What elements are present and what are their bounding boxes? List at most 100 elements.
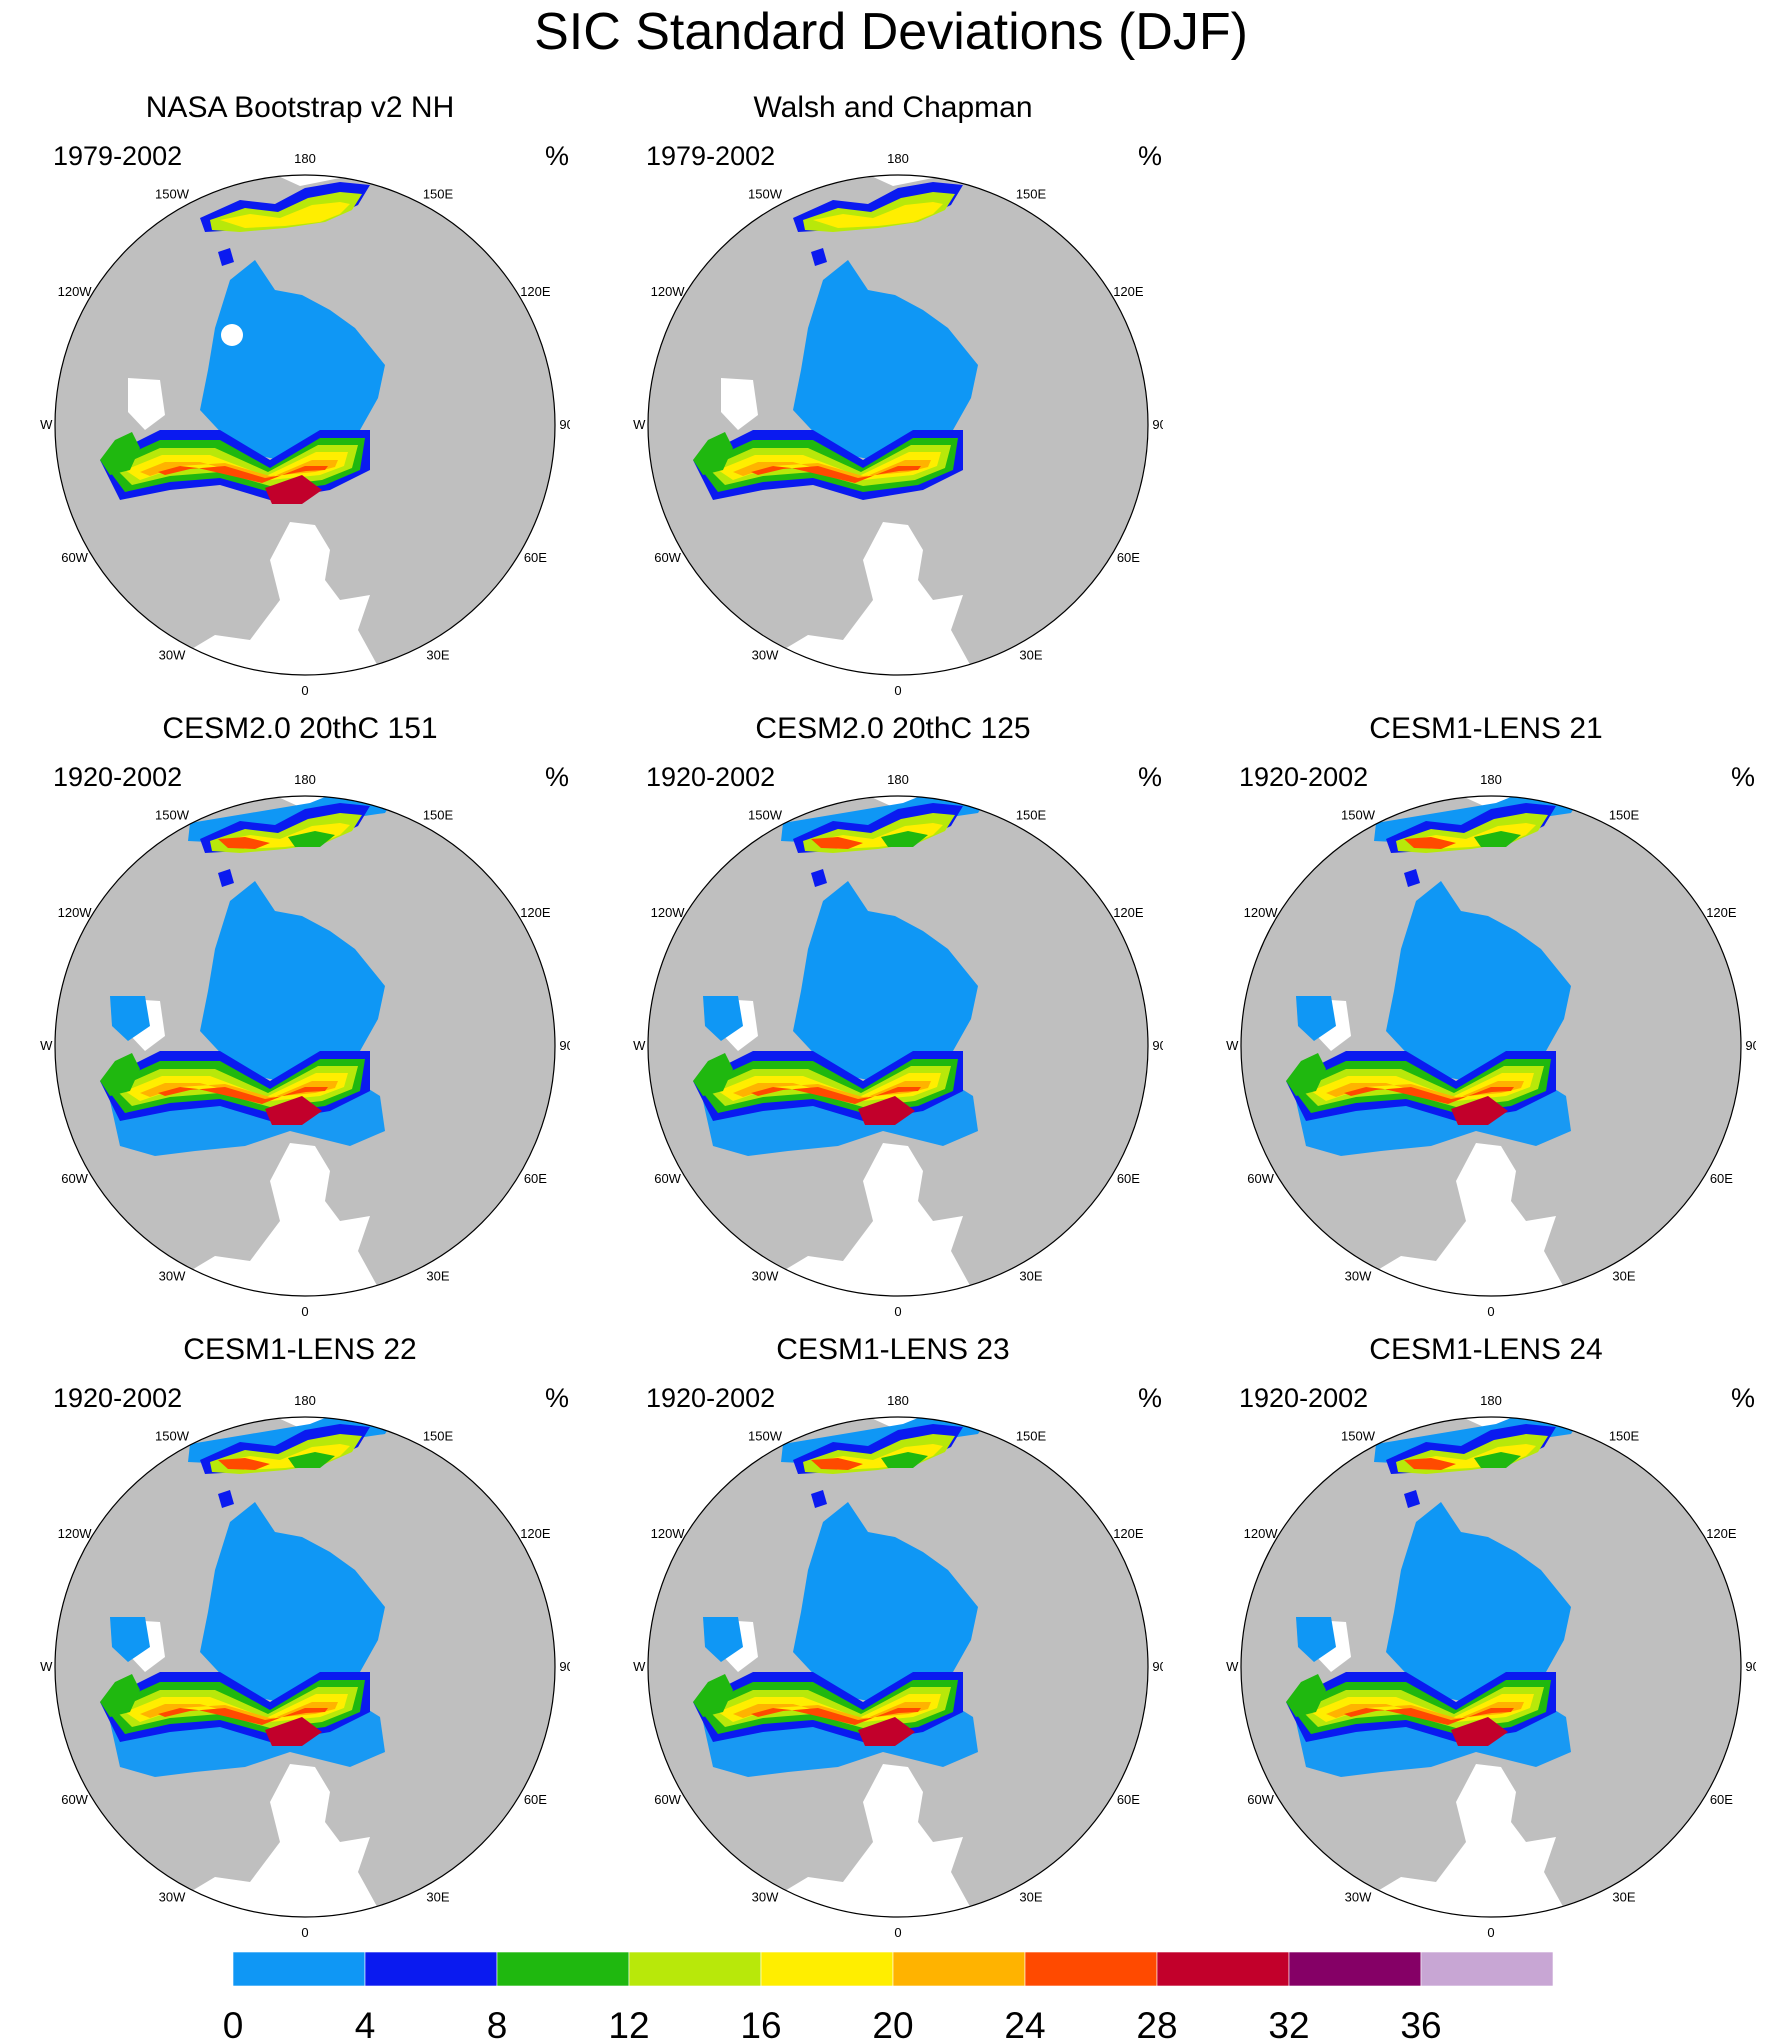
panel-title: CESM1-LENS 21 — [1369, 712, 1603, 745]
map-content — [648, 1417, 1148, 1917]
longitude-label: 30W — [159, 1268, 186, 1283]
ice-band-24_28 — [1344, 1708, 1514, 1725]
map-content — [55, 1417, 555, 1917]
ice-band-28-32 — [858, 1717, 915, 1746]
longitude-label: 30E — [1612, 1268, 1635, 1283]
polar-map: 180 150E 120E 90E 60E 30E 0 30W 60W 90W 120W 150W — [633, 772, 1163, 1319]
longitude-label: 120W — [58, 1526, 93, 1541]
panel-period: 1979-2002 — [646, 141, 776, 171]
bering-strait-ice — [1404, 1490, 1420, 1508]
panel-unit: % — [1731, 762, 1756, 792]
longitude-label: 60E — [1117, 550, 1140, 565]
map-border — [54, 174, 556, 676]
longitude-label: 120W — [651, 905, 686, 920]
arctic-basin-ice — [200, 881, 385, 1081]
longitude-label: 90E — [1152, 1659, 1163, 1674]
ice-band-20_24 — [733, 460, 931, 480]
labrador-ice — [100, 432, 140, 475]
arctic-basin-ice — [200, 260, 385, 460]
longitude-label: 120W — [651, 284, 686, 299]
longitude-label: 30E — [426, 647, 449, 662]
longitude-label: 0 — [301, 1925, 308, 1940]
polar-map: 180 150E 120E 90E 60E 30E 0 30W 60W 90W 120W 150W — [1226, 772, 1756, 1319]
okhotsk-band — [1474, 1452, 1521, 1468]
ice-band-24_28 — [158, 1708, 328, 1725]
colorbar-swatch — [232, 1951, 366, 1987]
atlantic-ocean — [783, 1143, 973, 1296]
labrador-ice — [100, 1053, 140, 1096]
longitude-label: 180 — [294, 1393, 316, 1408]
longitude-label: 180 — [1480, 1393, 1502, 1408]
longitude-label: 150E — [423, 1429, 454, 1444]
colorbar-tick-label: 32 — [1268, 2005, 1309, 2043]
map-panel-cesm1-lens-21: CESM1-LENS 21 1920-2002 % 180 150E 120E 90E… — [1226, 711, 1782, 1331]
colorbar-tick-label: 0 — [223, 2005, 244, 2043]
longitude-label: 150W — [748, 1429, 783, 1444]
labrador-ice — [693, 1674, 733, 1717]
panel-unit: % — [1138, 1383, 1163, 1413]
pacific-band-16-20 — [220, 202, 350, 228]
longitude-label: 90E — [1745, 1659, 1756, 1674]
colorbar-swatch — [496, 1951, 630, 1987]
polar-map: 180 150E 120E 90E 60E 30E 0 30W 60W 90W 120W 150W — [40, 772, 570, 1319]
panel-period: 1920-2002 — [53, 762, 183, 792]
longitude-label: 0 — [894, 683, 901, 698]
panel-title: CESM1-LENS 23 — [776, 1333, 1010, 1366]
longitude-label: 30W — [1345, 1268, 1372, 1283]
panel-unit: % — [545, 1383, 570, 1413]
panel-period: 1979-2002 — [53, 141, 183, 171]
map-panel-cesm1-lens-23: CESM1-LENS 23 1920-2002 % 180 150E 120E 90E… — [633, 1332, 1193, 1952]
ice-band-28-32 — [265, 1717, 322, 1746]
colorbar-tick-label: 24 — [1004, 2005, 1045, 2043]
colorbar-tick-label: 20 — [872, 2005, 913, 2043]
hudson-bay-ice — [1296, 1617, 1336, 1662]
arctic-basin-ice — [200, 1502, 385, 1702]
longitude-label: 90E — [559, 1659, 570, 1674]
longitude-label: 90W — [40, 1038, 53, 1053]
longitude-label: 120E — [1706, 1526, 1737, 1541]
ice-band-20_24 — [733, 1702, 931, 1722]
longitude-label: 150E — [423, 187, 454, 202]
longitude-label: 60E — [524, 550, 547, 565]
longitude-label: 60E — [1117, 1792, 1140, 1807]
longitude-label: 90E — [559, 1038, 570, 1053]
longitude-label: 150W — [155, 1429, 190, 1444]
longitude-label: 180 — [1480, 772, 1502, 787]
longitude-label: 180 — [887, 1393, 909, 1408]
longitude-label: 120E — [520, 1526, 551, 1541]
longitude-label: 30W — [752, 647, 779, 662]
polar-map: 180 150E 120E 90E 60E 30E 0 30W 60W 90W 120W 150W — [40, 151, 570, 698]
pacific-band-24-28 — [1404, 837, 1456, 849]
ice-band-24_28 — [1344, 1087, 1514, 1104]
ice-band-28-32 — [265, 475, 322, 504]
map-panel-cesm1-lens-24: CESM1-LENS 24 1920-2002 % 180 150E 120E 90E… — [1226, 1332, 1782, 1952]
map-content — [1241, 796, 1741, 1296]
arctic-basin-ice — [793, 1502, 978, 1702]
panel-period: 1920-2002 — [646, 762, 776, 792]
colorbar-tick-label: 4 — [355, 2005, 376, 2043]
longitude-label: 0 — [301, 683, 308, 698]
colorbar: 0 4 8 12 16 20 24 28 32 36 — [223, 1951, 1554, 2043]
ice-band-24_28 — [751, 1708, 921, 1725]
colorbar-tick-label: 16 — [740, 2005, 781, 2043]
arctic-basin-ice — [1386, 881, 1571, 1081]
longitude-label: 150E — [1016, 187, 1047, 202]
labrador-ice — [1286, 1674, 1326, 1717]
longitude-label: 60W — [1247, 1171, 1274, 1186]
hudson-bay-ice — [703, 1617, 743, 1662]
map-panel-cesm2-125: CESM2.0 20thC 125 1920-2002 % 180 150E 120… — [633, 711, 1193, 1331]
longitude-label: 150E — [1016, 808, 1047, 823]
longitude-label: 180 — [887, 772, 909, 787]
pacific-band-24-28 — [811, 837, 863, 849]
map-panel-walsh-chapman: Walsh and Chapman 1979-2002 % 180 150E 120… — [633, 90, 1193, 710]
colorbar-swatch — [760, 1951, 894, 1987]
longitude-label: 180 — [294, 151, 316, 166]
arctic-basin-ice — [793, 260, 978, 460]
longitude-label: 0 — [1487, 1304, 1494, 1319]
longitude-label: 150W — [748, 808, 783, 823]
panel-unit: % — [545, 141, 570, 171]
pole-hole — [221, 324, 243, 346]
panel-unit: % — [545, 762, 570, 792]
atlantic-ocean — [783, 522, 973, 675]
atlantic-ocean — [190, 1764, 380, 1917]
